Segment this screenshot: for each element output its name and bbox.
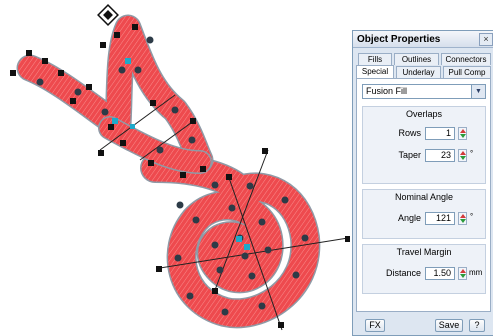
travel-margin-section: Travel Margin Distance 1.50 mm xyxy=(362,244,486,294)
fx-button[interactable]: FX xyxy=(365,319,385,332)
nominal-angle-title: Nominal Angle xyxy=(394,192,454,202)
rows-field[interactable]: 1 xyxy=(425,127,455,140)
angle-label: Angle xyxy=(397,213,421,223)
overlaps-section: Overlaps Rows 1 Taper 23 ° xyxy=(362,106,486,184)
fill-type-select[interactable]: Fusion Fill ▼ xyxy=(362,84,486,99)
hook-shape[interactable] xyxy=(16,14,214,174)
close-icon[interactable]: × xyxy=(479,33,493,46)
save-button[interactable]: Save xyxy=(435,319,463,332)
panel-title: Object Properties xyxy=(353,31,493,48)
tab-connectors[interactable]: Connectors xyxy=(441,53,491,65)
object-properties-panel: Object Properties × Fills Outlines Conne… xyxy=(352,30,493,336)
angle-unit: ° xyxy=(470,212,474,221)
tab-underlay[interactable]: Underlay xyxy=(396,66,441,78)
selected-points[interactable] xyxy=(112,58,250,250)
overlaps-title: Overlaps xyxy=(405,109,442,119)
distance-label: Distance xyxy=(385,268,421,278)
rows-label: Rows xyxy=(398,128,421,138)
taper-unit: ° xyxy=(470,149,474,158)
angle-stepper[interactable] xyxy=(458,212,467,225)
travel-margin-title: Travel Margin xyxy=(396,247,452,257)
taper-field[interactable]: 23 xyxy=(425,149,455,162)
diamond-selection-handle-icon[interactable] xyxy=(97,4,119,26)
nominal-angle-section: Nominal Angle Angle 121 ° xyxy=(362,189,486,239)
special-tab-content: Fusion Fill ▼ Overlaps Rows 1 Taper 23 °… xyxy=(356,78,491,312)
taper-stepper[interactable] xyxy=(458,149,467,162)
chevron-down-icon[interactable]: ▼ xyxy=(471,85,485,98)
tab-outlines[interactable]: Outlines xyxy=(394,53,439,65)
help-button[interactable]: ? xyxy=(469,319,485,332)
embroidery-canvas[interactable] xyxy=(0,0,350,336)
angle-guides xyxy=(99,94,349,331)
tab-special[interactable]: Special xyxy=(356,65,394,78)
spiral-shape[interactable] xyxy=(140,153,321,329)
tab-fills[interactable]: Fills xyxy=(358,53,392,65)
distance-stepper[interactable] xyxy=(458,267,467,280)
fill-type-value: Fusion Fill xyxy=(366,86,408,96)
taper-label: Taper xyxy=(398,150,421,160)
distance-unit: mm xyxy=(469,268,483,277)
distance-field[interactable]: 1.50 xyxy=(425,267,455,280)
angle-field[interactable]: 121 xyxy=(425,212,455,225)
rows-stepper[interactable] xyxy=(458,127,467,140)
tab-pull-comp[interactable]: Pull Comp xyxy=(443,66,491,78)
selection-handles[interactable] xyxy=(10,24,350,328)
